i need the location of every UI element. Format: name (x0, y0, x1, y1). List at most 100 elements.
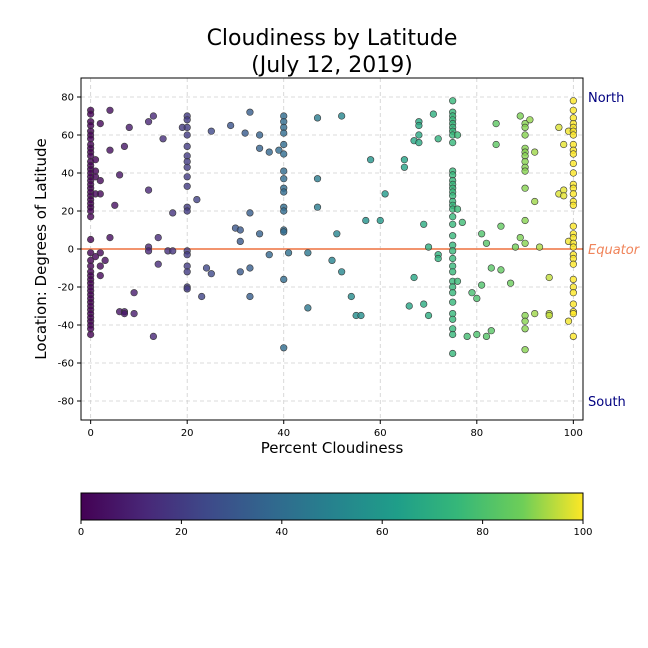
data-point (434, 135, 442, 143)
data-point (400, 163, 409, 171)
data-point (313, 175, 322, 183)
data-point (338, 268, 346, 276)
data-point (531, 148, 539, 156)
x-tick-label: 0 (87, 428, 93, 439)
data-point (545, 273, 553, 282)
data-point (96, 249, 104, 257)
data-point (183, 182, 191, 190)
colorbar-tick-label: 100 (573, 527, 592, 538)
data-point (111, 201, 119, 209)
data-point (449, 349, 457, 358)
data-point (415, 139, 423, 147)
data-point (449, 254, 457, 263)
data-point (154, 234, 162, 242)
data-point (434, 254, 442, 263)
data-point (410, 273, 418, 282)
data-point (569, 243, 577, 251)
x-axis-label: Percent Cloudiness (261, 439, 404, 457)
data-point (482, 332, 491, 341)
data-point (96, 262, 104, 270)
data-point (87, 110, 95, 118)
data-point (526, 116, 534, 124)
data-point (87, 249, 95, 257)
data-point (275, 146, 283, 154)
data-point (207, 270, 215, 278)
data-point (149, 332, 158, 341)
data-point (569, 201, 577, 209)
data-point (569, 310, 577, 318)
data-point (265, 251, 273, 259)
data-point (367, 156, 375, 164)
data-point (246, 292, 254, 301)
data-point (449, 247, 457, 255)
data-point (449, 232, 457, 240)
data-point (87, 213, 95, 221)
data-point (506, 279, 515, 287)
x-tick-label: 20 (181, 428, 194, 439)
data-point (265, 148, 273, 156)
data-point (449, 289, 457, 297)
data-point (473, 294, 481, 303)
x-tick-label: 60 (374, 428, 387, 439)
data-point (569, 332, 577, 341)
data-point (535, 243, 544, 251)
data-point (449, 330, 457, 339)
data-point (560, 192, 568, 200)
data-point (424, 243, 433, 251)
data-point (569, 150, 577, 158)
data-point (569, 131, 577, 139)
data-point (333, 230, 341, 238)
data-point (255, 144, 264, 152)
data-point (183, 123, 191, 131)
north-label: North (588, 91, 624, 106)
data-point (487, 264, 495, 272)
y-tick-label: -60 (58, 359, 74, 370)
data-point (280, 228, 288, 236)
data-point (564, 317, 573, 325)
data-point (144, 118, 153, 126)
data-point (130, 310, 138, 318)
data-point (149, 112, 158, 120)
y-tick-label: 60 (61, 131, 74, 142)
data-point (313, 114, 322, 122)
data-point (169, 247, 177, 255)
data-point (144, 186, 153, 194)
data-point (183, 131, 191, 139)
colorbar-tick-label: 60 (376, 527, 389, 538)
data-point (236, 237, 244, 245)
data-point (183, 116, 191, 124)
data-point (91, 156, 100, 164)
south-label: South (588, 395, 626, 410)
data-point (144, 247, 153, 255)
data-point (569, 159, 577, 168)
data-point (96, 119, 104, 128)
data-point (478, 281, 486, 289)
data-point (246, 108, 254, 116)
data-point (284, 249, 293, 257)
data-point (449, 97, 457, 105)
data-point (183, 142, 191, 150)
data-point (280, 129, 288, 137)
data-point (280, 167, 288, 175)
data-point (207, 127, 215, 135)
data-point (511, 243, 520, 251)
data-point (91, 253, 100, 261)
data-point (106, 234, 114, 242)
data-point (227, 121, 235, 130)
data-point (130, 289, 138, 297)
data-point (468, 289, 476, 297)
data-point (313, 203, 322, 211)
data-point (449, 298, 457, 306)
data-point (492, 140, 500, 149)
data-point (280, 275, 288, 284)
data-point (569, 300, 577, 308)
data-point (415, 131, 423, 139)
data-point (328, 256, 336, 265)
data-point (492, 119, 500, 128)
data-point (255, 131, 264, 139)
x-axis-ticks: 0 20 40 60 80 100 (87, 420, 583, 439)
data-point (198, 292, 206, 301)
data-point (560, 140, 568, 149)
colorbar-tick-label: 80 (476, 527, 489, 538)
data-point (169, 209, 177, 217)
